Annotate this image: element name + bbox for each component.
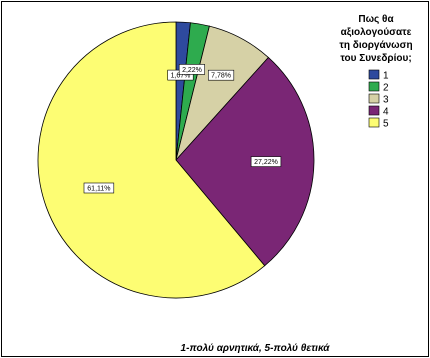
legend-label: 4 <box>383 107 389 118</box>
pie-value-label-text: 7,78% <box>211 73 231 80</box>
pie-value-label-text: 2,22% <box>182 67 202 74</box>
legend-item-1: 1 <box>368 69 389 82</box>
legend-title-line-1: Πως θα <box>358 14 394 25</box>
legend-item-5: 5 <box>368 117 389 130</box>
legend-swatch <box>368 69 380 80</box>
legend-label: 3 <box>383 95 389 106</box>
legend-swatch <box>368 93 380 104</box>
legend-swatch <box>368 117 380 128</box>
pie-value-label-box <box>250 156 282 167</box>
pie-slice-5 <box>37 21 266 299</box>
legend-item-2: 2 <box>368 81 389 94</box>
pie-value-label-text: 27,22% <box>254 159 278 166</box>
pie-slices <box>37 21 315 299</box>
legend-title-line-2: αξιολογούσατε <box>341 27 412 38</box>
pie-value-label-box <box>83 182 115 194</box>
legend-item-4: 4 <box>368 105 389 118</box>
legend-label: 5 <box>383 119 389 130</box>
pie-value-label-4: 27,22% <box>250 156 282 167</box>
legend-swatch <box>368 105 380 116</box>
pie-slice-4 <box>175 56 315 267</box>
pie-value-label-box <box>178 64 205 75</box>
legend: Πως θα αξιολογούσατε τη διοργάνωση του Σ… <box>339 14 412 130</box>
pie-value-labels: 1,67%2,22% 7,78% 27,22% 61,11% <box>83 64 282 194</box>
legend-label: 1 <box>383 71 389 82</box>
legend-title-line-4: του Συνεδρίου; <box>340 53 411 64</box>
chart-caption: 1-πολύ αρνητικά, 5-πολύ θετικά <box>181 343 331 354</box>
pie-value-label-text: 61,11% <box>87 186 110 193</box>
legend-item-3: 3 <box>368 93 389 106</box>
pie-value-label-2: 2,22% <box>178 64 205 75</box>
legend-title-line-3: τη διοργάνωση <box>339 40 412 51</box>
legend-swatch <box>368 81 380 92</box>
pie-value-label-text: 1,67% <box>171 73 191 80</box>
pie-value-label-box <box>208 69 235 81</box>
pie-value-label-3: 7,78% <box>208 69 235 81</box>
legend-label: 2 <box>383 83 389 94</box>
pie-value-label-5: 61,11% <box>83 182 115 194</box>
